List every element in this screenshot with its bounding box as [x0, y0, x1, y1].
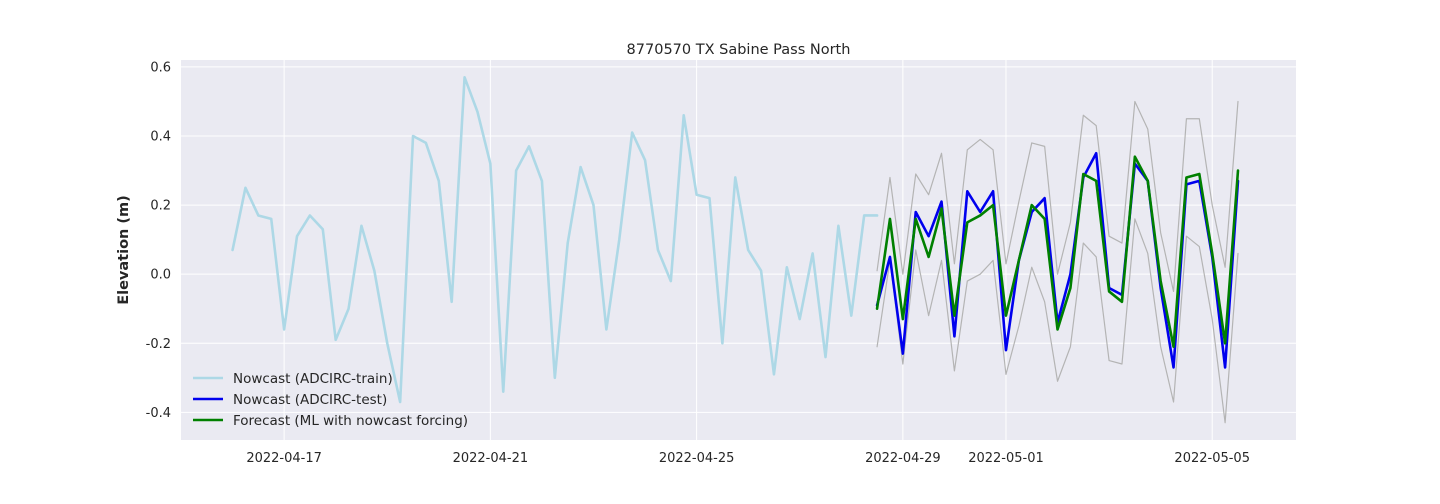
grid [181, 60, 1296, 440]
x-tick-label: 2022-04-21 [453, 451, 529, 466]
series-line [875, 155, 1240, 349]
envelope-line [876, 100, 1239, 293]
legend: Nowcast (ADCIRC-train) Nowcast (ADCIRC-te… [193, 371, 468, 429]
series-layer [231, 75, 1240, 424]
y-tick-label: -0.2 [146, 337, 171, 352]
legend-label: Forecast (ML with nowcast forcing) [233, 413, 468, 429]
legend-label: Nowcast (ADCIRC-train) [233, 371, 393, 387]
y-tick-label: -0.4 [146, 406, 171, 421]
series-line [231, 75, 879, 404]
x-tick-label: 2022-05-01 [968, 451, 1044, 466]
legend-label: Nowcast (ADCIRC-test) [233, 392, 387, 408]
envelope-line [876, 218, 1239, 424]
x-tick-label: 2022-05-05 [1174, 451, 1250, 466]
x-tick-label: 2022-04-25 [659, 451, 735, 466]
y-tick-label: 0.2 [150, 199, 171, 214]
chart-title: 8770570 TX Sabine Pass North [627, 42, 851, 58]
y-axis-label: Elevation (m) [116, 195, 132, 305]
y-tick-label: 0.6 [150, 60, 171, 75]
x-tick-label: 2022-04-17 [246, 451, 322, 466]
y-tick-label: 0.4 [150, 130, 171, 145]
x-tick-label: 2022-04-29 [865, 451, 941, 466]
y-tick-label: 0.0 [150, 268, 171, 283]
plot-area [181, 60, 1296, 440]
tick-labels: 2022-04-17 2022-04-21 2022-04-25 2022-04-29… [146, 60, 1250, 466]
